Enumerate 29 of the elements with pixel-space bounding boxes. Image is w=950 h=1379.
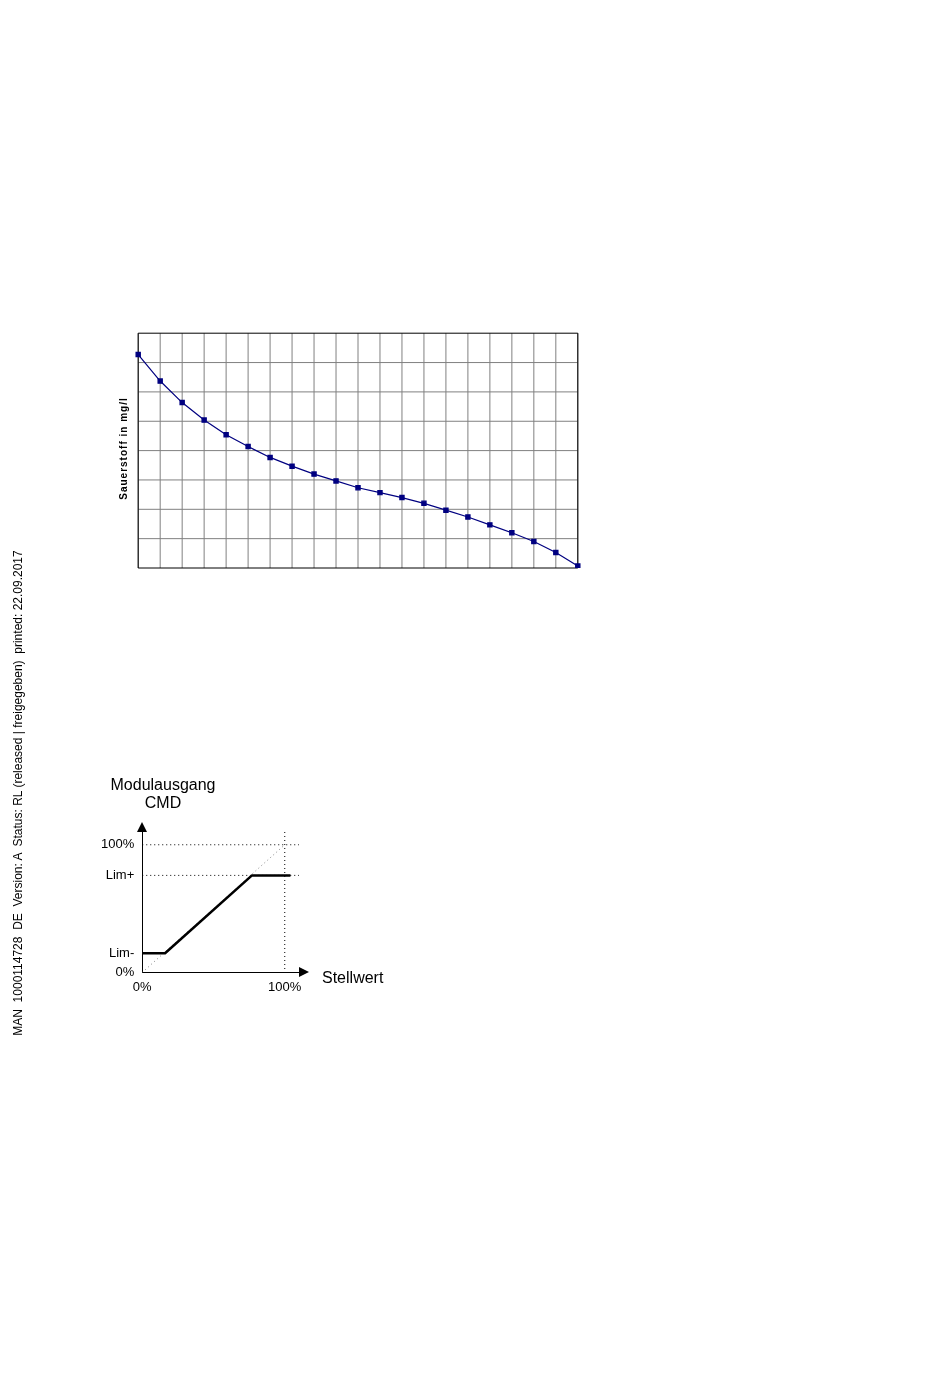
point: [311, 471, 317, 477]
point: [443, 507, 449, 513]
point: [553, 549, 559, 556]
point: [377, 489, 383, 496]
y-tick-label: Lim+: [105, 866, 135, 882]
point: [201, 417, 207, 423]
point: [289, 463, 295, 469]
point: [575, 563, 581, 568]
point: [135, 351, 141, 358]
y-tick-label: Lim-: [108, 944, 135, 960]
text: MAN 1000114728 DE Version: A Status: RL (released | freigegeben) printed: 22.09.2017: [11, 549, 25, 1038]
point: [267, 454, 273, 461]
point: [333, 478, 339, 484]
x-axis-title: Stellwert: [322, 969, 384, 987]
point: [421, 500, 427, 507]
point: [223, 432, 229, 438]
y-axis-title: Sauerstoff in mg/l: [117, 396, 129, 502]
point: [355, 485, 361, 491]
point: [179, 399, 185, 406]
point: [465, 514, 471, 520]
y-axis-title: Modulausgang CMD: [109, 776, 217, 812]
point: [487, 522, 493, 528]
y-tick-label: 100%: [101, 836, 135, 852]
point: [531, 538, 537, 545]
point: [157, 378, 163, 384]
point: [245, 443, 251, 450]
point: [509, 530, 515, 536]
point: [399, 494, 405, 501]
y-tick-label: 0%: [115, 963, 135, 979]
